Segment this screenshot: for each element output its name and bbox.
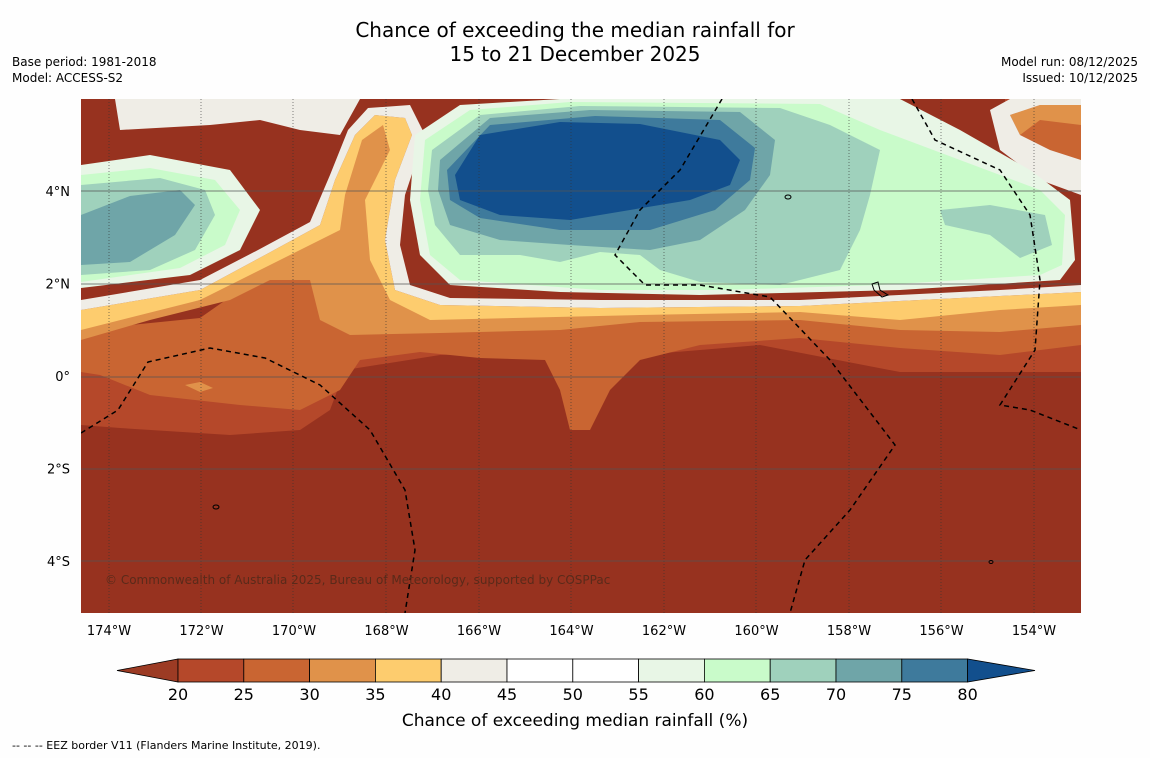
region-40-45-top [115, 99, 360, 135]
colorbar-tick: 30 [299, 685, 319, 704]
colorbar-bin [374, 658, 442, 683]
model-name: Model: ACCESS-S2 [12, 71, 124, 85]
colorbar-ticks: 20 25 30 35 40 45 50 55 60 65 70 75 80 [168, 685, 978, 704]
region-30-35-spot [185, 382, 213, 392]
model-run-date: Model run: 08/12/2025 [1000, 55, 1138, 69]
lat-label: 2°S [47, 463, 70, 478]
colorbar-tick: 45 [497, 685, 517, 704]
colorbar-tick: 50 [563, 685, 583, 704]
colorbar-bin [835, 658, 903, 683]
colorbar-tick: 65 [760, 685, 780, 704]
colorbar-tick: 75 [892, 685, 912, 704]
region-30-35 [81, 118, 1081, 340]
region-70-75-w [81, 190, 195, 265]
colorbar-bin [704, 658, 771, 683]
region-30-35-ne [1010, 105, 1081, 135]
colorbar [116, 658, 1036, 683]
colorbar-tick: 20 [168, 685, 188, 704]
region-40-45 [81, 105, 1081, 310]
lon-label: 162°W [642, 624, 686, 639]
lon-label: 164°W [549, 624, 593, 639]
colorbar-label: Chance of exceeding median rainfall (%) [402, 711, 748, 731]
title-line-1: Chance of exceeding the median rainfall … [355, 18, 795, 42]
region-35-40 [81, 115, 1081, 330]
lat-label: 0° [55, 370, 70, 385]
eez-borders [81, 99, 1081, 613]
longitude-labels: 174°W 172°W 170°W 168°W 166°W 164°W 162°W 160°W… [87, 624, 1056, 639]
latitude-gridlines [81, 190, 1081, 562]
latitude-labels: 4°N 2°N 0° 2°S 4°S [46, 185, 71, 570]
lon-label: 174°W [87, 624, 131, 639]
colorbar-bin [243, 658, 311, 683]
lon-label: 158°W [827, 624, 871, 639]
colorbar-tick: 40 [431, 685, 451, 704]
region-above-80 [455, 122, 740, 220]
colorbar-tick: 80 [957, 685, 977, 704]
model-info: Base period: 1981-2018 Model: ACCESS-S2 [12, 54, 157, 86]
colorbar-under-arrow [116, 658, 179, 683]
colorbar-bin [572, 658, 639, 683]
islands [212, 194, 994, 564]
colorbar-tick: 60 [694, 685, 714, 704]
colorbar-bin [901, 658, 968, 683]
eez-legend: -- -- -- EEZ border V11 (Flanders Marine… [12, 739, 321, 752]
lon-label: 168°W [364, 624, 408, 639]
lon-label: 156°W [919, 624, 963, 639]
colorbar-tick: 25 [234, 685, 254, 704]
lon-label: 170°W [272, 624, 316, 639]
region-40-45-ne [990, 99, 1081, 195]
lon-label: 172°W [179, 624, 223, 639]
lat-label: 4°N [46, 185, 71, 200]
map-plot-area: © Commonwealth of Australia 2025, Bureau… [81, 99, 1081, 613]
base-period: Base period: 1981-2018 [12, 55, 157, 69]
copyright-notice: © Commonwealth of Australia 2025, Bureau… [105, 573, 610, 587]
lon-label: 166°W [457, 624, 501, 639]
lon-label: 160°W [734, 624, 778, 639]
map-title: Chance of exceeding the median rainfall … [0, 18, 1150, 66]
colorbar-bin [440, 658, 508, 683]
colorbar-bin [506, 658, 574, 683]
issued-date: Issued: 10/12/2025 [1022, 71, 1138, 85]
colorbar-tick: 35 [365, 685, 385, 704]
lat-label: 2°N [46, 278, 71, 293]
lon-label: 154°W [1012, 624, 1056, 639]
colorbar-bin [769, 658, 837, 683]
colorbar-bin [638, 658, 705, 683]
region-65-70-ne [940, 205, 1052, 258]
title-line-2: 15 to 21 December 2025 [449, 42, 701, 66]
colorbar-bin [177, 658, 245, 683]
colorbar-bin [309, 658, 376, 683]
region-25-30 [81, 120, 1081, 430]
run-info: Model run: 08/12/2025 Issued: 10/12/2025 [1001, 54, 1138, 86]
colorbar-tick: 70 [826, 685, 846, 704]
lat-label: 4°S [47, 555, 70, 570]
colorbar-tick: 55 [628, 685, 648, 704]
colorbar-over-arrow [967, 658, 1036, 683]
